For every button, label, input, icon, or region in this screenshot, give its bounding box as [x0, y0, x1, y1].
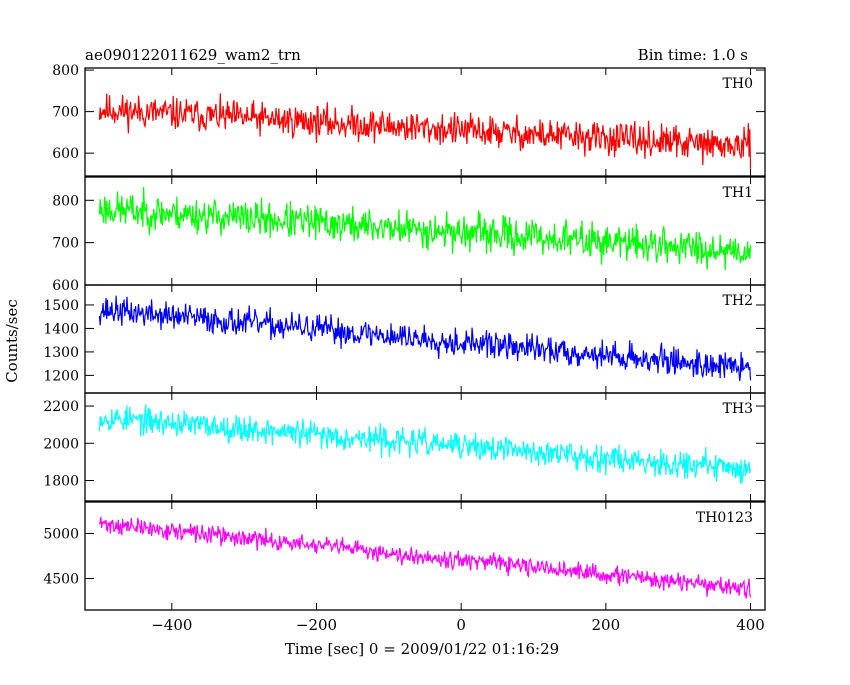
y-tick-label: 600 — [52, 278, 79, 294]
panel-th0123: 4500 5000 TH0123 — [43, 501, 766, 611]
panel-frame — [84, 501, 766, 611]
series-line-th1 — [98, 187, 752, 271]
x-tick-label: 200 — [592, 616, 621, 634]
panel-label-th2: TH2 — [723, 293, 753, 309]
panel-label-th0: TH0 — [723, 76, 753, 92]
series-line-th2 — [98, 295, 752, 381]
y-tick-label: 4500 — [43, 572, 79, 588]
series-line-th0123 — [98, 516, 752, 599]
panel-frame — [84, 392, 766, 502]
series-line-th0 — [98, 93, 752, 169]
panel-th0: 600 700 800 TH0 — [52, 63, 766, 177]
panels-group: 600 700 800 TH0 600 700 800 TH1 1200 1300 1400 1500… — [43, 63, 766, 634]
x-tick-label: −400 — [151, 616, 192, 634]
x-tick-label: 0 — [456, 616, 466, 634]
y-tick-label: 700 — [52, 236, 79, 252]
x-tick-label: −200 — [296, 616, 337, 634]
y-tick-label: 600 — [52, 146, 79, 162]
x-tick-label: 400 — [736, 616, 765, 634]
bin-time-label: Bin time: 1.0 s — [638, 46, 748, 64]
panel-th3: 1800 2000 2200 TH3 — [43, 392, 766, 502]
y-tick-label: 2000 — [43, 436, 79, 452]
y-tick-label: 800 — [52, 63, 79, 79]
y-tick-label: 1500 — [43, 298, 79, 314]
panel-label-th1: TH1 — [723, 185, 753, 201]
y-tick-label: 1400 — [43, 321, 79, 337]
y-tick-label: 1800 — [43, 474, 79, 490]
panel-label-th3: TH3 — [723, 401, 753, 417]
y-tick-label: 700 — [52, 105, 79, 121]
chart-title: ae090122011629_wam2_trn — [85, 46, 301, 64]
y-axis-label: Counts/sec — [3, 299, 21, 383]
y-tick-label: 800 — [52, 193, 79, 209]
x-axis-label: Time [sec] 0 = 2009/01/22 01:16:29 — [285, 640, 559, 658]
y-tick-label: 5000 — [43, 527, 79, 543]
y-tick-label: 1200 — [43, 368, 79, 384]
series-line-th3 — [98, 404, 752, 484]
y-tick-label: 1300 — [43, 345, 79, 361]
panel-label-th0123: TH0123 — [696, 510, 753, 526]
panel-th2: 1200 1300 1400 1500 TH2 — [43, 284, 766, 394]
panel-frame — [84, 67, 766, 177]
y-tick-label: 2200 — [43, 399, 79, 415]
panel-th1: 600 700 800 TH1 — [52, 176, 766, 294]
